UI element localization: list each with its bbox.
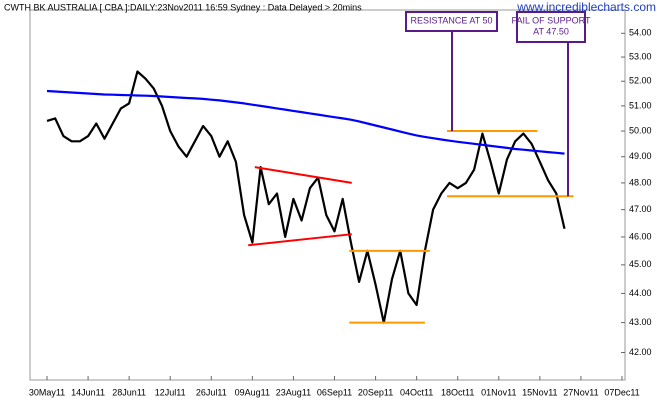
- note-box: [516, 11, 586, 43]
- y-tick-label: 52.00: [629, 76, 652, 86]
- y-tick-label: 54.00: [629, 28, 652, 38]
- x-tick-label: 28Jun11: [112, 387, 146, 397]
- x-tick-label: 04Oct11: [400, 387, 433, 397]
- x-tick-label: 01Nov11: [481, 387, 516, 397]
- price-line: [46, 89, 565, 155]
- y-tick-label: 46.00: [629, 231, 652, 241]
- y-tick-label: 48.00: [629, 177, 652, 187]
- x-tick-label: 30May11: [29, 387, 65, 397]
- annotation-line: [254, 166, 352, 184]
- y-tick-label: 43.00: [629, 317, 652, 327]
- x-tick-label: 26Jul11: [196, 387, 227, 397]
- x-tick-label: 07Dec11: [604, 387, 639, 397]
- annotation-line: [248, 233, 352, 247]
- chart-title: CWTH BK AUSTRALIA [ CBA ]:DAILY:23Nov201…: [4, 2, 362, 12]
- y-tick-label: 49.00: [629, 151, 652, 161]
- plot-frame: [29, 9, 626, 381]
- price-line: [46, 70, 566, 324]
- y-tick-label: 45.00: [629, 259, 652, 269]
- x-tick-label: 20Sep11: [358, 387, 393, 397]
- x-tick-label: 12Jul11: [155, 387, 186, 397]
- x-tick-label: 09Aug11: [235, 387, 270, 397]
- y-tick-label: 53.00: [629, 51, 652, 61]
- y-tick-label: 47.00: [629, 204, 652, 214]
- note-box: [405, 11, 498, 32]
- note-text: AT 47.50: [533, 26, 569, 36]
- x-tick-label: 18Oct11: [441, 387, 474, 397]
- x-tick-label: 14Jun11: [71, 387, 105, 397]
- x-tick-label: 23Aug11: [276, 387, 311, 397]
- source: www.incrediblecharts.com: [516, 0, 656, 14]
- y-tick-label: 50.00: [629, 125, 652, 135]
- note-text: RESISTANCE AT 50: [410, 15, 492, 25]
- y-tick-label: 44.00: [629, 288, 652, 298]
- x-tick-label: 27Nov11: [563, 387, 598, 397]
- y-tick-label: 51.00: [629, 100, 652, 110]
- x-tick-label: 06Sep11: [317, 387, 352, 397]
- note-text: FAIL OF SUPPORT: [511, 15, 591, 25]
- y-tick-label: 42.00: [629, 347, 652, 357]
- x-tick-label: 15Nov11: [522, 387, 557, 397]
